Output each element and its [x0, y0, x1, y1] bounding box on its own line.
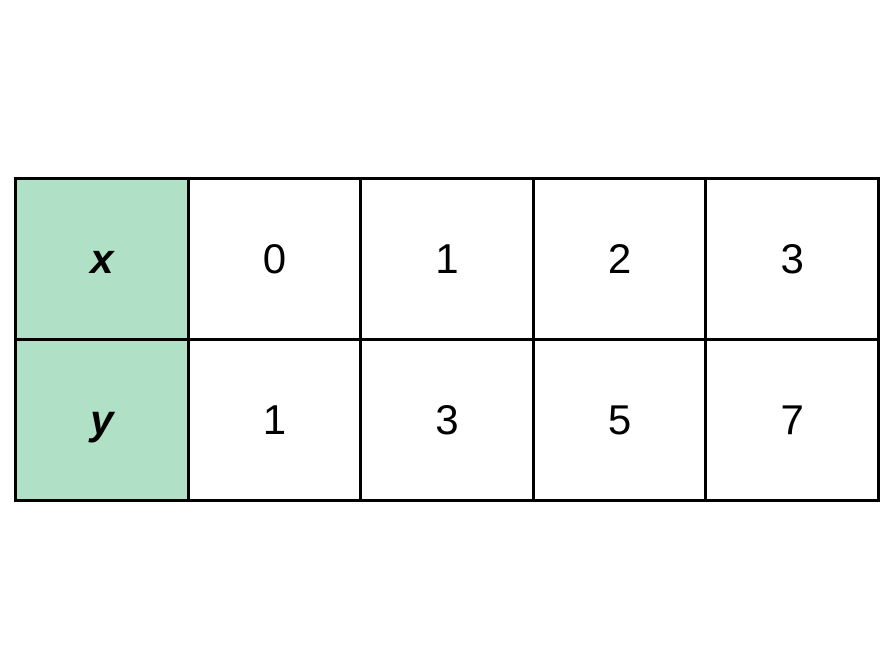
xy-table: x 0 1 2 3 y 1 3 5 7: [14, 177, 880, 502]
cell-x-0: 0: [188, 179, 361, 340]
table-row: y 1 3 5 7: [16, 340, 879, 501]
table-container: x 0 1 2 3 y 1 3 5 7: [14, 177, 880, 502]
cell-x-1: 1: [361, 179, 534, 340]
cell-x-2: 2: [533, 179, 706, 340]
cell-y-0: 1: [188, 340, 361, 501]
cell-y-2: 5: [533, 340, 706, 501]
row-header-x: x: [16, 179, 189, 340]
table-row: x 0 1 2 3: [16, 179, 879, 340]
cell-y-1: 3: [361, 340, 534, 501]
cell-x-3: 3: [706, 179, 879, 340]
cell-y-3: 7: [706, 340, 879, 501]
row-header-y: y: [16, 340, 189, 501]
